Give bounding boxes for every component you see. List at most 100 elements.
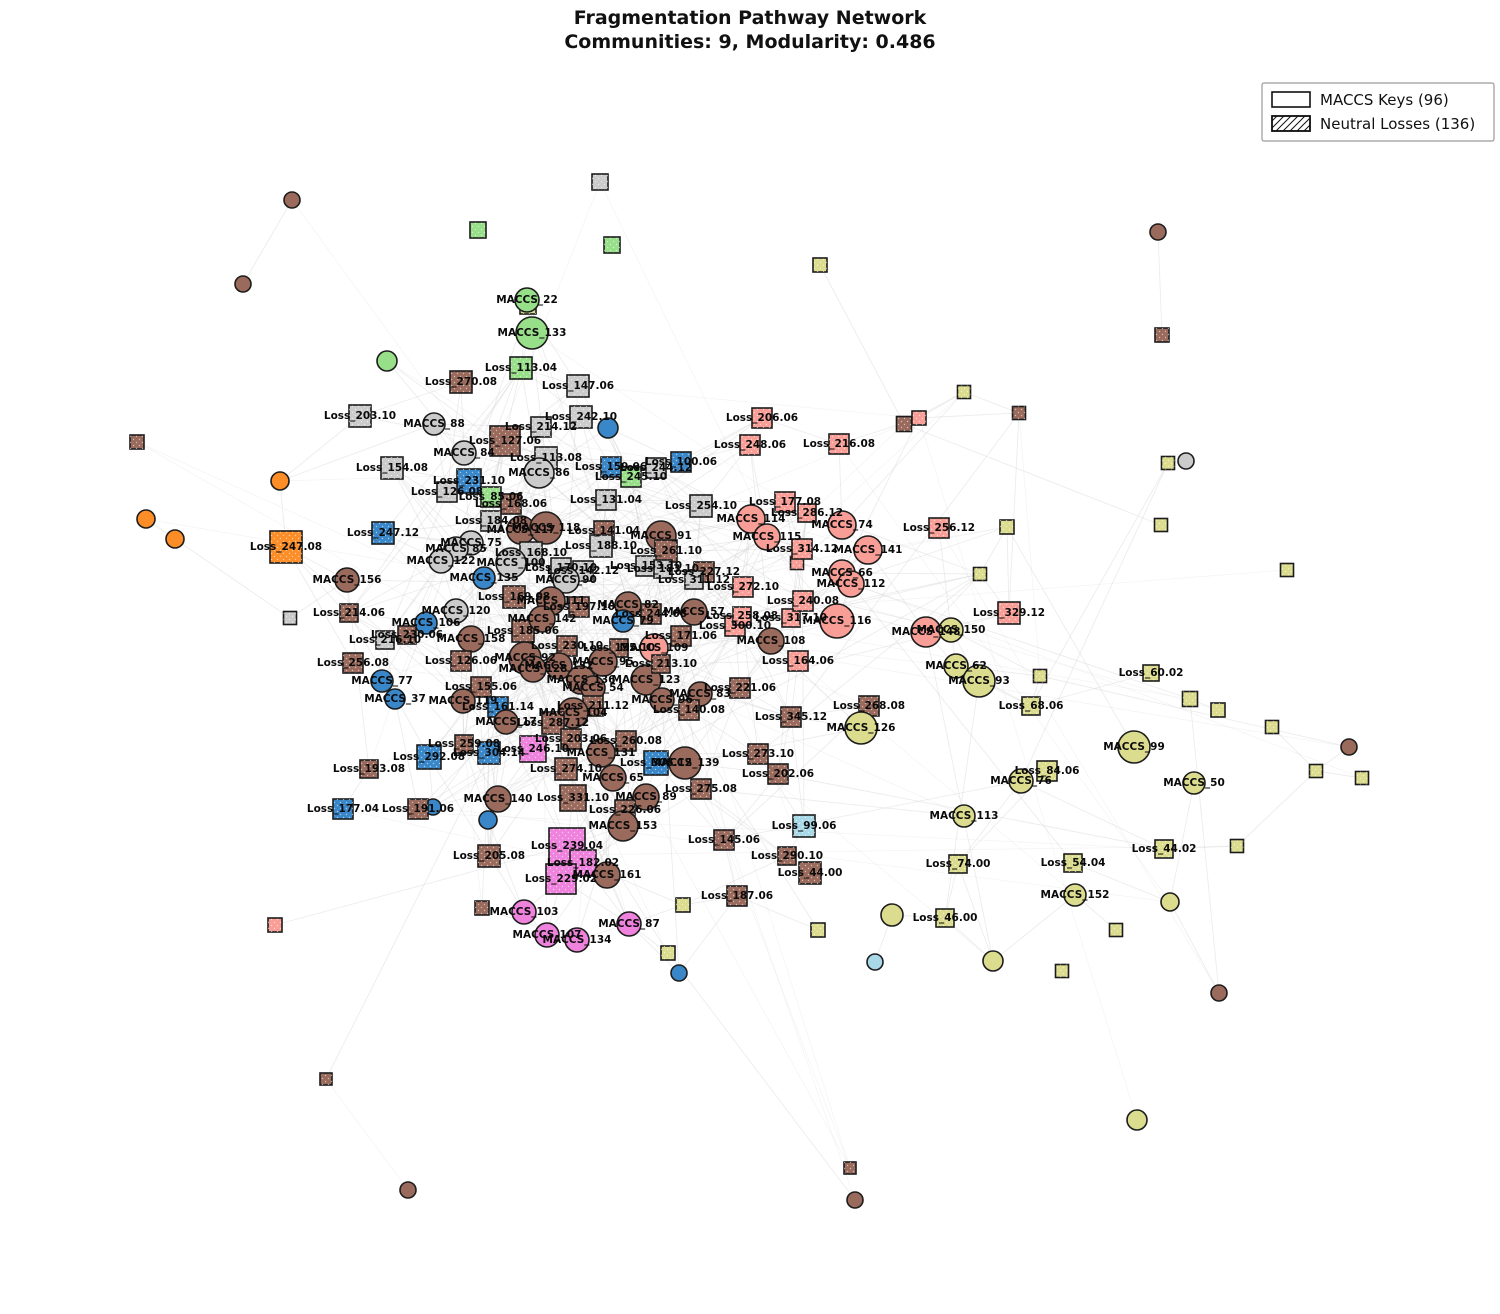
- node-label: Loss_345.12: [755, 711, 827, 723]
- edge: [274, 845, 568, 926]
- maccs-key-node[interactable]: [493, 709, 519, 735]
- maccs-key-node[interactable]: [616, 911, 642, 937]
- neutral-loss-hatch: [859, 696, 879, 716]
- edge: [481, 752, 490, 909]
- maccs-key-node[interactable]: [422, 412, 446, 436]
- edge: [352, 568, 664, 664]
- maccs-key-node[interactable]: [938, 617, 964, 643]
- maccs-key-node[interactable]: [414, 611, 438, 635]
- maccs-key-node-unlabeled[interactable]: [165, 529, 185, 549]
- neutral-loss-hatch: [957, 385, 971, 399]
- node-label: Loss_177.04: [307, 803, 379, 815]
- maccs-key-node-unlabeled[interactable]: [478, 810, 498, 830]
- maccs-key-node[interactable]: [1182, 771, 1206, 795]
- node-label: MACCS_112: [817, 578, 886, 590]
- maccs-key-node[interactable]: [680, 598, 708, 626]
- edge: [582, 570, 604, 663]
- maccs-key-node[interactable]: [514, 287, 540, 313]
- maccs-key-node-unlabeled[interactable]: [982, 950, 1004, 972]
- maccs-key-node[interactable]: [534, 922, 560, 948]
- maccs-key-node[interactable]: [1063, 883, 1087, 907]
- maccs-key-node-unlabeled[interactable]: [136, 509, 156, 529]
- edge: [406, 634, 482, 688]
- maccs-key-node-unlabeled[interactable]: [234, 275, 252, 293]
- neutral-loss-hatch: [555, 758, 577, 780]
- maccs-key-node[interactable]: [753, 523, 781, 551]
- maccs-key-node[interactable]: [523, 457, 555, 489]
- maccs-key-node[interactable]: [819, 603, 855, 639]
- maccs-key-node[interactable]: [952, 804, 976, 828]
- maccs-key-node[interactable]: [472, 566, 496, 590]
- maccs-key-node[interactable]: [611, 609, 635, 633]
- maccs-key-node[interactable]: [428, 548, 454, 574]
- maccs-key-node-unlabeled[interactable]: [866, 953, 884, 971]
- figure-title: Fragmentation Pathway Network: [574, 7, 927, 29]
- edge: [348, 491, 448, 614]
- maccs-key-node[interactable]: [632, 783, 660, 811]
- maccs-key-node[interactable]: [837, 570, 865, 598]
- maccs-key-node[interactable]: [599, 764, 627, 792]
- edge: [667, 952, 856, 1201]
- maccs-key-node-unlabeled[interactable]: [880, 903, 904, 927]
- maccs-key-node-unlabeled[interactable]: [376, 350, 398, 372]
- maccs-key-node[interactable]: [736, 504, 766, 534]
- neutral-loss-hatch: [811, 923, 825, 937]
- maccs-key-node[interactable]: [495, 547, 527, 579]
- maccs-key-node[interactable]: [529, 511, 563, 545]
- maccs-key-node[interactable]: [853, 535, 883, 565]
- maccs-key-node[interactable]: [962, 664, 996, 698]
- maccs-key-node[interactable]: [334, 567, 360, 593]
- maccs-key-node-unlabeled[interactable]: [846, 1191, 864, 1209]
- maccs-key-node[interactable]: [1008, 768, 1034, 794]
- node-label: Loss_221.06: [704, 682, 776, 694]
- neutral-loss-hatch: [542, 712, 564, 734]
- maccs-key-node[interactable]: [511, 899, 537, 925]
- maccs-key-node[interactable]: [844, 711, 878, 745]
- neutral-loss-hatch: [360, 760, 378, 778]
- maccs-key-node[interactable]: [528, 605, 556, 633]
- maccs-key-node-unlabeled[interactable]: [270, 471, 290, 491]
- node-label: Loss_304.14: [453, 747, 525, 759]
- maccs-key-node-unlabeled[interactable]: [1126, 1109, 1148, 1131]
- maccs-key-node[interactable]: [443, 598, 469, 624]
- maccs-key-node[interactable]: [757, 627, 785, 655]
- maccs-key-node-unlabeled[interactable]: [283, 191, 301, 209]
- node-label: MACCS_100: [477, 557, 546, 569]
- maccs-key-node[interactable]: [588, 647, 618, 677]
- maccs-key-node[interactable]: [668, 746, 702, 780]
- maccs-key-node-unlabeled[interactable]: [1160, 892, 1180, 912]
- node-label: Loss_206.06: [726, 412, 798, 424]
- maccs-key-node[interactable]: [586, 738, 616, 768]
- maccs-key-node[interactable]: [450, 688, 476, 714]
- maccs-key-node[interactable]: [607, 810, 639, 842]
- edge: [577, 385, 920, 419]
- maccs-key-node[interactable]: [564, 927, 590, 953]
- maccs-key-node-unlabeled[interactable]: [1340, 738, 1358, 756]
- maccs-key-node[interactable]: [384, 688, 406, 710]
- neutral-loss-hatch: [130, 435, 144, 449]
- maccs-key-node-unlabeled[interactable]: [399, 1181, 417, 1199]
- maccs-key-node[interactable]: [515, 316, 549, 350]
- maccs-key-node[interactable]: [649, 687, 675, 713]
- maccs-key-node[interactable]: [943, 653, 969, 679]
- maccs-key-node-unlabeled[interactable]: [1177, 452, 1195, 470]
- node-label: MACCS_84: [433, 447, 495, 459]
- maccs-key-node[interactable]: [552, 566, 580, 594]
- edge: [455, 610, 543, 620]
- maccs-key-node[interactable]: [1117, 730, 1151, 764]
- maccs-key-node-unlabeled[interactable]: [597, 417, 619, 439]
- maccs-key-node[interactable]: [827, 510, 857, 540]
- neutral-loss-hatch: [788, 651, 808, 671]
- edge: [368, 560, 442, 770]
- maccs-key-node[interactable]: [370, 669, 394, 693]
- edge: [790, 412, 1020, 718]
- node-label: MACCS_76: [990, 775, 1052, 787]
- maccs-key-node[interactable]: [484, 785, 512, 813]
- maccs-key-node[interactable]: [545, 652, 573, 680]
- maccs-key-node[interactable]: [451, 440, 477, 466]
- maccs-key-node[interactable]: [593, 861, 621, 889]
- maccs-key-node-unlabeled[interactable]: [1210, 984, 1228, 1002]
- neutral-loss-hatch: [604, 237, 620, 253]
- maccs-key-node-unlabeled[interactable]: [1149, 223, 1167, 241]
- maccs-key-node-unlabeled[interactable]: [670, 964, 688, 982]
